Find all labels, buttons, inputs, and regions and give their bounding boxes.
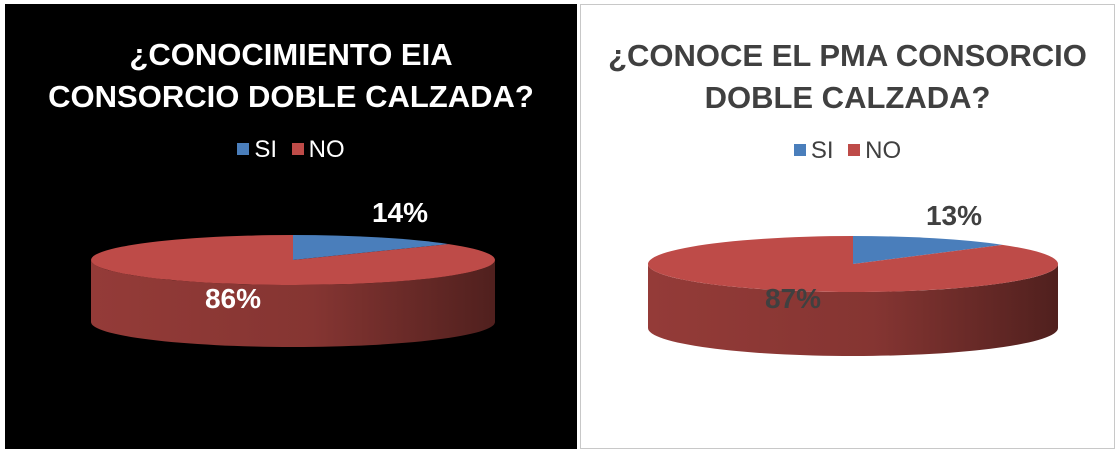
legend-label-si: SI [810,137,834,164]
data-label-si: 14% [372,197,428,228]
legend-swatch-si [793,144,806,156]
pie-slice-no [647,236,1058,293]
chart-panel-conoce-pma: ¿CONOCE EL PMA CONSORCIO DOBLE CALZADA? … [580,4,1115,449]
chart-title: ¿CONOCE EL PMA CONSORCIO DOBLE CALZADA? [581,35,1114,119]
legend-item-si: SI [237,136,277,164]
legend-swatch-si [237,143,250,155]
data-label-si: 13% [926,200,982,231]
legend-swatch-no [291,143,304,155]
chart-title: ¿CONOCIMIENTO EIA CONSORCIO DOBLE CALZAD… [5,34,577,118]
legend-item-no: NO [291,136,345,164]
pie-slice-side-no [648,264,1058,356]
pie-slice-side-no [91,260,495,347]
pie-slice-si [853,236,1003,264]
data-label-no: 87% [765,283,821,314]
data-label-no: 86% [205,283,261,314]
pie-chart: 13% 87% [647,200,1058,356]
legend-label-no: NO [308,136,345,163]
legend-label-no: NO [865,137,902,164]
legend-item-no: NO [848,137,901,165]
chart-panel-conocimiento-eia: ¿CONOCIMIENTO EIA CONSORCIO DOBLE CALZAD… [5,4,577,449]
pie-chart: 14% 86% [90,197,495,347]
chart-title-line-1: ¿CONOCIMIENTO EIA [129,37,453,72]
chart-title-line-2: DOBLE CALZADA? [704,80,991,115]
chart-title-line-1: ¿CONOCE EL PMA CONSORCIO [608,38,1087,73]
legend-item-si: SI [793,137,834,165]
pie-slice-no [90,235,495,285]
legend-label-si: SI [254,136,277,163]
pie-slice-si [293,235,449,260]
chart-legend: SI NO [581,137,1114,165]
legend-swatch-no [848,144,861,156]
chart-legend: SI NO [5,136,577,164]
chart-title-line-2: CONSORCIO DOBLE CALZADA? [48,79,534,114]
